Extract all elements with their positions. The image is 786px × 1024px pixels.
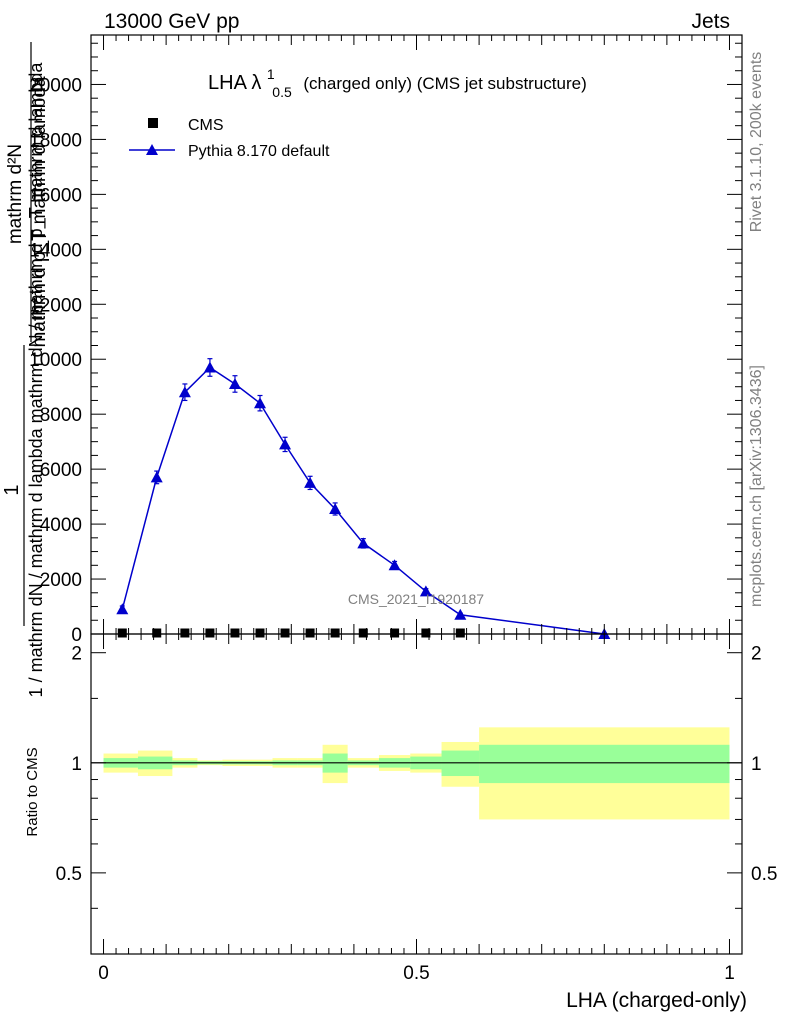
legend: CMS Pythia 8.170 default — [129, 117, 330, 160]
mc-point — [279, 438, 292, 450]
side-label-bottom: mcplots.cern.ch [arXiv:1306.3436] — [748, 365, 765, 607]
mc-point — [454, 608, 467, 620]
main-ytick-label: 4000 — [40, 515, 82, 536]
x-axis-label: LHA (charged-only) — [566, 989, 747, 1012]
main-ylabel-line-4: 1 / mathrm dN / mathrm d lambda mathrm d… — [26, 62, 47, 698]
cms-point — [305, 628, 315, 638]
cms-point — [280, 628, 290, 638]
ratio-panel: 0.5 0.5 1 1 2 2 0 0.5 1 Ratio to CMS LHA (charge… — [24, 633, 777, 1012]
mc-point — [357, 537, 370, 549]
xtick-label: 1 — [724, 963, 735, 984]
mc-point — [228, 377, 241, 389]
side-label-top: Rivet 3.1.10, 200k events — [748, 52, 765, 233]
xtick-label: 0 — [98, 963, 109, 984]
cms-point — [180, 628, 190, 638]
main-ytick-label: 18000 — [29, 130, 82, 151]
main-ytick-label: 6000 — [40, 460, 82, 481]
ratio-ytick-label-right: 1 — [751, 754, 762, 775]
chart-title-sup: 1 — [267, 66, 275, 82]
ratio-ytick-label-right: 0.5 — [751, 864, 777, 885]
cms-point — [117, 628, 127, 638]
main-ytick-label: 14000 — [29, 240, 82, 261]
legend-cms-marker — [148, 118, 158, 128]
watermark: CMS_2021_I1920187 — [348, 591, 484, 607]
ratio-ylabel: Ratio to CMS — [24, 747, 41, 836]
chart-title: LHA λ 1 0.5 (charged only) (CMS jet subs… — [208, 62, 587, 102]
main-ytick-label: 20000 — [29, 75, 82, 96]
legend-mc-marker — [146, 144, 158, 155]
mc-point — [388, 559, 401, 571]
mc-point — [150, 471, 163, 483]
main-ytick-label: 12000 — [29, 295, 82, 316]
ratio-ytick-label-left: 1 — [71, 754, 82, 775]
energy-label: 13000 GeV pp — [104, 10, 239, 33]
mc-point — [304, 476, 317, 488]
cms-point — [358, 628, 368, 638]
cms-point — [230, 628, 240, 638]
main-ytick-label: 8000 — [40, 405, 82, 426]
legend-cms-label: CMS — [188, 117, 224, 134]
cms-point — [455, 628, 465, 638]
ratio-ytick-label-left: 2 — [71, 644, 82, 665]
cms-point — [421, 628, 431, 638]
main-ytick-label: 10000 — [29, 350, 82, 371]
cms-point — [152, 628, 162, 638]
mc-point — [203, 361, 216, 373]
main-ylabel-line-2: mathrm d p_T mathrm d lambda — [29, 76, 50, 347]
mc-point — [254, 397, 267, 409]
mc-point — [419, 585, 432, 597]
ratio-band-inner — [479, 744, 730, 784]
main-ytick-label: 2000 — [40, 570, 82, 591]
xtick-label: 0.5 — [403, 963, 429, 984]
mc-point — [178, 386, 191, 398]
cms-point — [255, 628, 265, 638]
chart-title-sub: 0.5 — [272, 84, 292, 100]
main-ylabel-line-1: mathrm d²N — [5, 144, 26, 244]
legend-mc-label: Pythia 8.170 default — [188, 143, 330, 160]
main-ylabel-line-3: 1 — [1, 484, 23, 495]
process-label: Jets — [691, 10, 730, 33]
cms-point — [390, 628, 400, 638]
cms-point — [205, 628, 215, 638]
mc-series-line — [121, 366, 605, 635]
ratio-ytick-label-left: 0.5 — [56, 864, 82, 885]
chart-title-prefix: LHA λ — [208, 72, 261, 94]
main-ylabel: mathrm d²N mathrm d p_T mathrm d lambda … — [1, 42, 50, 697]
mc-point — [329, 502, 342, 514]
chart-title-suffix: (charged only) (CMS jet substructure) — [303, 74, 586, 93]
cms-point — [330, 628, 340, 638]
mc-point — [116, 603, 129, 615]
main-ytick-label: 0 — [71, 625, 82, 646]
main-panel: 0 2000 4000 6000 8000 10000 12000 14000 16000 180… — [1, 34, 743, 697]
main-ytick-label: 16000 — [29, 185, 82, 206]
ratio-ytick-label-right: 2 — [751, 644, 762, 665]
